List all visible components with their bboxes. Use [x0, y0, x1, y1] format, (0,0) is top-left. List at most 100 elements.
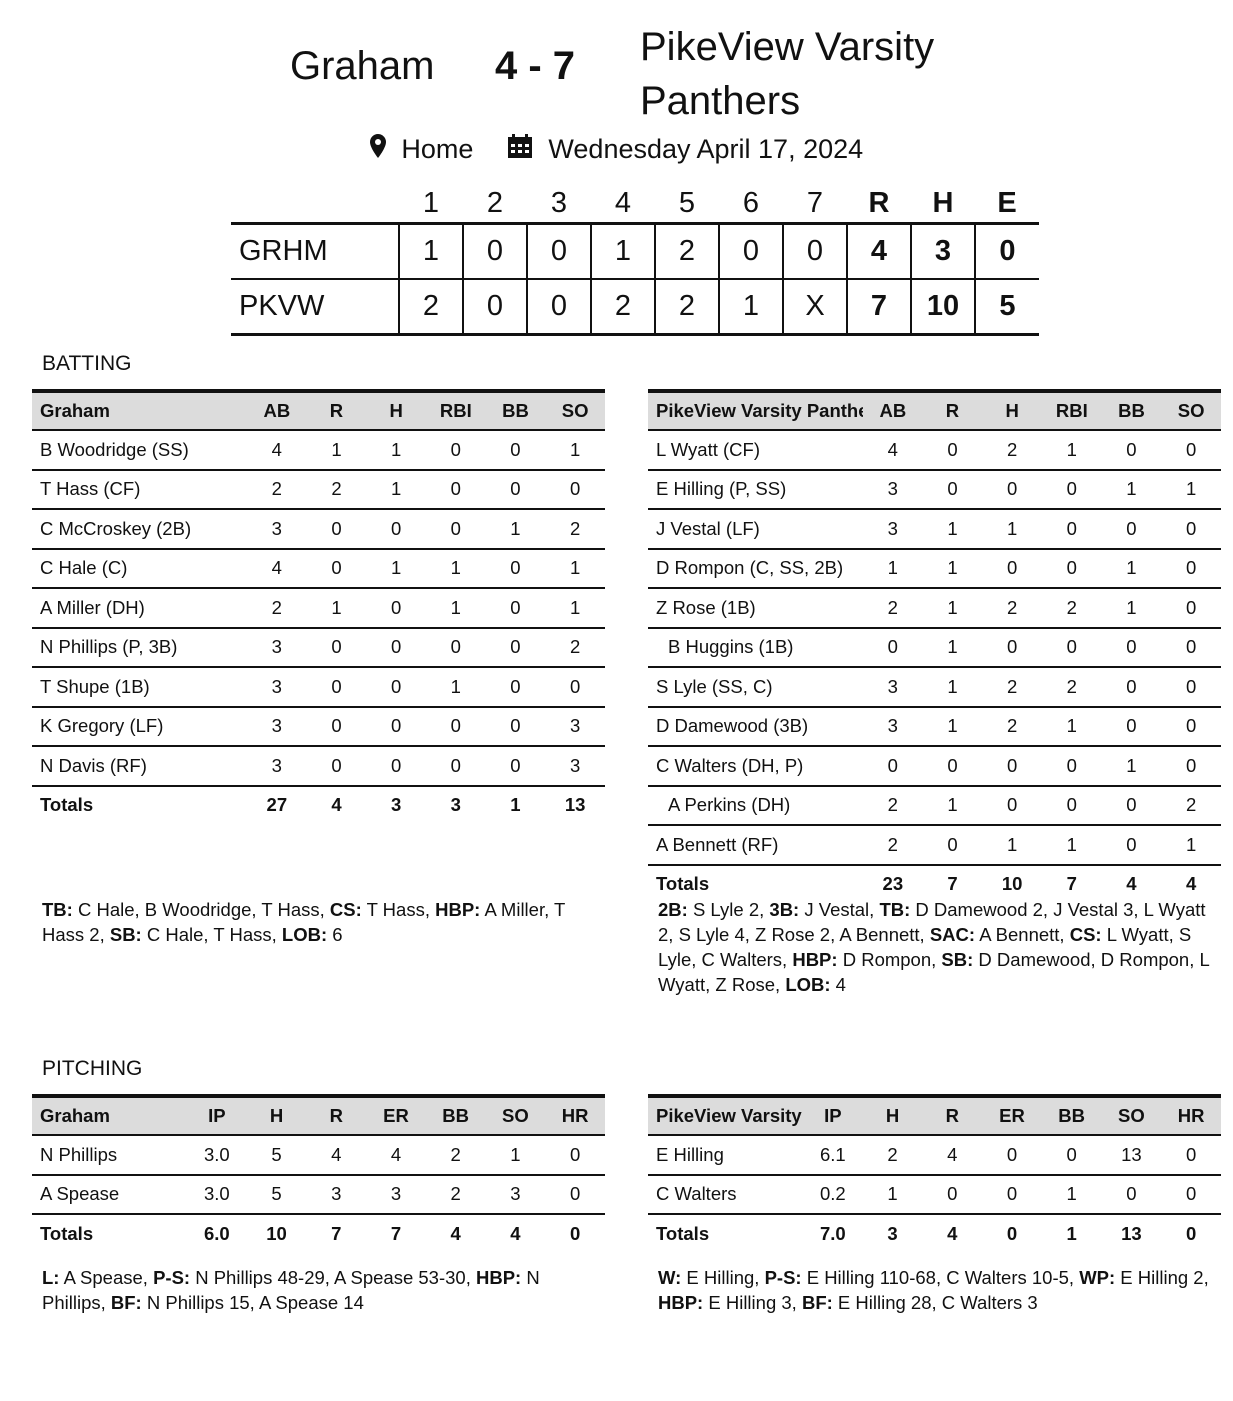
note-label: W:	[658, 1267, 682, 1288]
total-value: 4	[1161, 863, 1221, 903]
stat-value: 0	[366, 746, 426, 787]
player-name: C Walters	[648, 1174, 803, 1215]
stat-value: 0	[1101, 706, 1162, 747]
stat-value: 0	[922, 825, 983, 866]
stat-value: 1	[1041, 825, 1102, 866]
note-label: HBP:	[435, 899, 481, 920]
player-name: D Damewood (3B)	[648, 706, 863, 747]
stat-value: 1	[982, 509, 1042, 550]
stat-value: 1	[922, 509, 983, 550]
stat-value: 1	[982, 825, 1042, 866]
team-header	[231, 184, 399, 224]
stat-value: 0	[1101, 785, 1162, 826]
stat-value: 0	[425, 627, 486, 668]
note-label: 3B:	[769, 899, 800, 920]
stat-header: IP	[187, 1096, 247, 1136]
stat-value: 1	[545, 430, 605, 471]
pitching-table-away: Graham IP H R ER BB SO HR N Phillips 3.0 5 4 4 2 1 0 A S…	[32, 1094, 605, 1253]
stat-value: 0	[306, 667, 367, 708]
total-value: 7	[306, 1213, 367, 1253]
stat-value: 0	[1161, 667, 1221, 708]
note-text: D Damewood 2, J Vestal 3, L Wyatt 2, S L…	[658, 899, 1206, 945]
stat-value: 1	[425, 548, 486, 589]
total-value: 0	[982, 1213, 1042, 1253]
player-row: N Phillips (P, 3B) 3 0 0 0 0 2	[32, 627, 605, 668]
stat-header: R	[306, 391, 367, 431]
player-row: E Hilling 6.1 2 4 0 0 13 0	[648, 1135, 1221, 1176]
stat-value: 1	[922, 588, 983, 629]
inning-header: 5	[678, 186, 696, 219]
player-row: C Walters (DH, P) 0 0 0 0 1 0	[648, 746, 1221, 787]
stat-value: 1	[862, 1174, 923, 1215]
stat-value: 0	[1101, 667, 1162, 708]
stat-value: 1	[922, 548, 983, 589]
stat-value: 4	[247, 548, 307, 589]
total-value: 4	[425, 1213, 486, 1253]
player-name: A Perkins (DH)	[648, 785, 863, 826]
note-text: D Damewood, D Rompon, L Wyatt, Z Rose,	[658, 949, 1210, 995]
total-h: 10	[910, 279, 975, 336]
stat-value: 0.2	[803, 1174, 863, 1215]
inning-runs: 1	[590, 222, 655, 280]
stat-value: 0	[425, 746, 486, 787]
note-text: D Rompon,	[837, 949, 942, 970]
stat-value: 1	[1041, 430, 1102, 471]
stat-header: IP	[803, 1096, 863, 1136]
stat-header: R	[922, 1096, 983, 1136]
player-name: N Davis (RF)	[32, 746, 247, 787]
player-name: N Phillips (P, 3B)	[32, 627, 247, 668]
stat-header: BB	[485, 391, 546, 431]
stat-value: 2	[982, 667, 1042, 708]
stat-value: 0	[545, 469, 605, 510]
stat-value: 3	[247, 627, 307, 668]
note-text: E Hilling 3,	[703, 1292, 802, 1313]
total-h: 3	[910, 222, 975, 280]
note-label: HBP:	[658, 1292, 704, 1313]
stat-value: 0	[1101, 509, 1162, 550]
total-value: 13	[1101, 1213, 1162, 1253]
player-row: C Hale (C) 4 0 1 1 0 1	[32, 548, 605, 589]
stat-value: 6.1	[803, 1135, 863, 1176]
stat-value: 0	[485, 548, 546, 589]
note-text: 4	[830, 974, 846, 995]
note-label: LOB:	[281, 924, 328, 945]
total-value: 1	[1041, 1213, 1102, 1253]
stat-value: 0	[982, 1174, 1042, 1215]
inning-header: H	[932, 186, 954, 219]
stat-value: 0	[1161, 548, 1221, 589]
player-name: B Woodridge (SS)	[32, 430, 247, 471]
stat-value: 1	[366, 430, 426, 471]
stat-header: SO	[485, 1096, 546, 1136]
total-value: 1	[485, 784, 546, 824]
inning-runs: 0	[718, 222, 783, 280]
stat-value: 2	[545, 509, 605, 550]
stat-value: 3	[545, 706, 605, 747]
stat-value: 0	[366, 706, 426, 747]
player-row: E Hilling (P, SS) 3 0 0 0 1 1	[648, 469, 1221, 510]
note-text: E Hilling 2,	[1115, 1267, 1209, 1288]
player-row: B Woodridge (SS) 4 1 1 0 0 1	[32, 430, 605, 471]
player-name: A Bennett (RF)	[648, 825, 863, 866]
stat-value: 0	[306, 706, 367, 747]
stat-value: 2	[863, 588, 923, 629]
pitching-notes-home: W: E Hilling, P-S: E Hilling 110-68, C W…	[658, 1265, 1218, 1315]
stat-value: 0	[366, 509, 426, 550]
note-text: T Hass,	[361, 899, 436, 920]
stat-header: BB	[1101, 391, 1162, 431]
player-row: T Shupe (1B) 3 0 0 1 0 0	[32, 667, 605, 708]
note-label: TB:	[879, 899, 911, 920]
inning-runs: 2	[654, 279, 719, 336]
player-row: Z Rose (1B) 2 1 2 2 1 0	[648, 588, 1221, 629]
inning-runs: 0	[526, 222, 591, 280]
total-value: 3	[366, 784, 426, 824]
batting-notes-home: 2B: S Lyle 2, 3B: J Vestal, TB: D Damewo…	[658, 897, 1218, 997]
stat-value: 0	[1041, 469, 1102, 510]
stat-value: 1	[306, 588, 367, 629]
stat-header: SO	[1161, 391, 1221, 431]
stat-value: 13	[1101, 1135, 1162, 1176]
stat-value: 0	[306, 746, 367, 787]
player-name: T Hass (CF)	[32, 469, 247, 510]
stat-value: 0	[1161, 1174, 1221, 1215]
note-text: A Miller, T Hass 2,	[42, 899, 566, 945]
